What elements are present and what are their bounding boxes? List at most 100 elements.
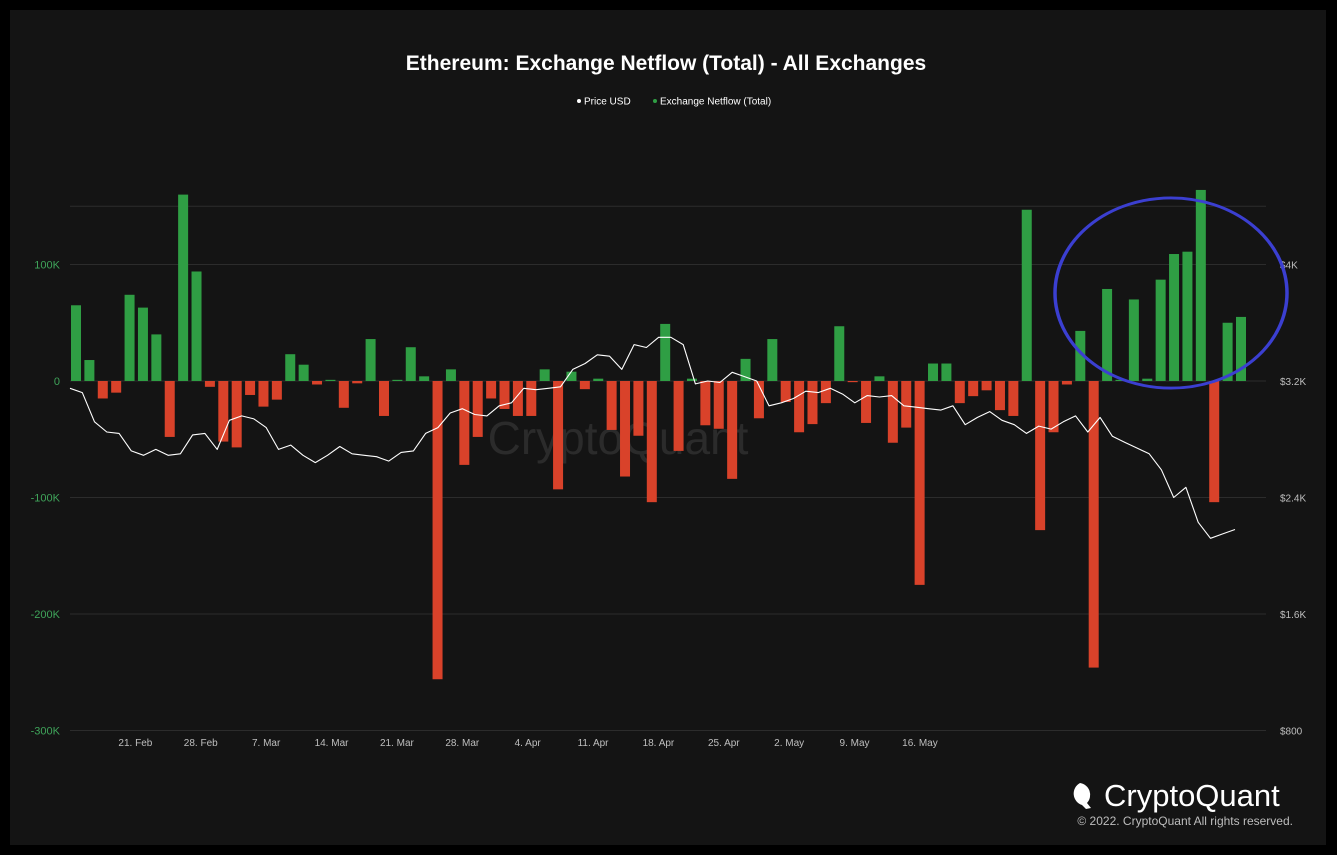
netflow-bar xyxy=(660,323,671,381)
chart-title: Ethereum: Exchange Netflow (Total) - All… xyxy=(406,52,926,75)
copyright-text: © 2022. CryptoQuant All rights reserved. xyxy=(1077,814,1293,828)
netflow-bar xyxy=(954,381,965,404)
netflow-bar xyxy=(486,381,497,399)
netflow-bar xyxy=(887,381,898,443)
x-tick-label: 25. Apr xyxy=(708,738,740,749)
netflow-bar xyxy=(245,381,256,395)
x-tick-label: 16. May xyxy=(902,738,938,749)
netflow-bar xyxy=(312,381,323,385)
netflow-bar xyxy=(338,381,349,408)
netflow-bar xyxy=(994,381,1005,411)
x-tick-label: 18. Apr xyxy=(643,738,675,749)
netflow-bar xyxy=(1209,381,1220,503)
netflow-bar xyxy=(1035,381,1046,531)
netflow-bar xyxy=(298,364,309,381)
legend-dot-netflow xyxy=(653,99,657,103)
netflow-bar xyxy=(807,381,818,425)
netflow-bar xyxy=(1061,381,1072,385)
legend: Price USD Exchange Netflow (Total) xyxy=(577,97,771,108)
netflow-bar xyxy=(124,294,135,381)
netflow-bars xyxy=(71,189,1246,680)
netflow-bar xyxy=(620,381,631,477)
x-tick-label: 2. May xyxy=(774,738,804,749)
y-axis-left: 100K 0 -100K -200K -300K xyxy=(31,260,61,738)
cryptoquant-logo-icon-part xyxy=(1073,783,1091,809)
netflow-bar xyxy=(981,381,992,391)
netflow-bar xyxy=(780,381,791,402)
netflow-bar xyxy=(713,381,724,429)
netflow-bar xyxy=(445,369,456,381)
netflow-bar xyxy=(673,381,684,451)
netflow-chart: Ethereum: Exchange Netflow (Total) - All… xyxy=(31,52,1307,828)
y-axis-right: $4K $3.2K $2.4K $1.6K $800 xyxy=(1280,261,1306,738)
x-tick-label: 21. Mar xyxy=(380,738,415,749)
netflow-bar xyxy=(553,381,564,490)
netflow-bar xyxy=(700,381,711,426)
netflow-bar xyxy=(727,381,738,479)
x-tick-label: 9. May xyxy=(840,738,870,749)
y-tick-right-label: $800 xyxy=(1280,727,1303,738)
y-tick-left-label: 0 xyxy=(54,376,60,388)
netflow-bar xyxy=(1115,379,1126,381)
y-tick-left-label: -100K xyxy=(31,493,61,505)
netflow-bar xyxy=(97,381,108,399)
netflow-bar xyxy=(164,381,175,437)
x-axis: 21. Feb 28. Feb 7. Mar 14. Mar 21. Mar 28. Ma… xyxy=(118,738,937,749)
netflow-bar xyxy=(646,381,657,503)
y-tick-left-label: 100K xyxy=(34,260,60,272)
netflow-bar xyxy=(271,381,282,400)
netflow-bar xyxy=(740,358,751,381)
x-tick-label: 11. Apr xyxy=(578,738,610,749)
netflow-bar xyxy=(526,381,537,416)
netflow-bar xyxy=(178,194,189,381)
netflow-bar xyxy=(914,381,925,585)
x-tick-label: 28. Mar xyxy=(445,738,480,749)
netflow-bar xyxy=(71,305,81,381)
x-tick-label: 7. Mar xyxy=(252,738,281,749)
netflow-bar xyxy=(1222,322,1233,381)
cryptoquant-logo-icon xyxy=(1060,783,1072,807)
netflow-bar xyxy=(1102,288,1113,381)
netflow-bar xyxy=(218,381,229,442)
x-tick-label: 28. Feb xyxy=(184,738,218,749)
netflow-bar xyxy=(137,307,148,381)
netflow-bar xyxy=(593,378,604,381)
netflow-bar xyxy=(325,379,336,381)
brand-logo: CryptoQuant xyxy=(1060,778,1280,813)
netflow-bar xyxy=(392,379,403,381)
price-line xyxy=(69,336,1236,539)
netflow-bar xyxy=(1195,189,1206,381)
netflow-bar xyxy=(901,381,912,428)
netflow-bar xyxy=(928,363,939,381)
chart-frame: Ethereum: Exchange Netflow (Total) - All… xyxy=(10,10,1326,845)
netflow-bar xyxy=(352,381,363,384)
netflow-bar xyxy=(1155,279,1166,381)
netflow-bar xyxy=(1075,330,1086,381)
legend-label-netflow: Exchange Netflow (Total) xyxy=(660,97,771,108)
netflow-bar xyxy=(191,271,202,381)
netflow-bar xyxy=(847,381,858,383)
highlight-circle xyxy=(1053,196,1289,390)
y-tick-left-label: -300K xyxy=(31,726,61,738)
netflow-bar xyxy=(1236,316,1246,381)
netflow-bar xyxy=(566,371,577,381)
netflow-bar xyxy=(1128,299,1139,381)
gridlines xyxy=(70,205,1266,731)
netflow-bar xyxy=(941,363,952,381)
netflow-bar xyxy=(419,376,430,381)
netflow-bar xyxy=(1169,254,1180,381)
netflow-bar xyxy=(365,339,376,381)
netflow-bar xyxy=(794,381,805,433)
netflow-bar xyxy=(231,381,242,448)
y-tick-right-label: $1.6K xyxy=(1280,610,1306,621)
netflow-bar xyxy=(968,381,979,397)
x-tick-label: 21. Feb xyxy=(118,738,152,749)
y-tick-right-label: $3.2K xyxy=(1280,377,1306,388)
netflow-bar xyxy=(151,334,162,381)
netflow-bar xyxy=(1008,381,1019,416)
netflow-bar xyxy=(633,381,644,436)
netflow-bar xyxy=(874,376,885,381)
netflow-bar xyxy=(204,381,215,387)
netflow-bar xyxy=(459,381,470,465)
netflow-bar xyxy=(820,381,831,404)
